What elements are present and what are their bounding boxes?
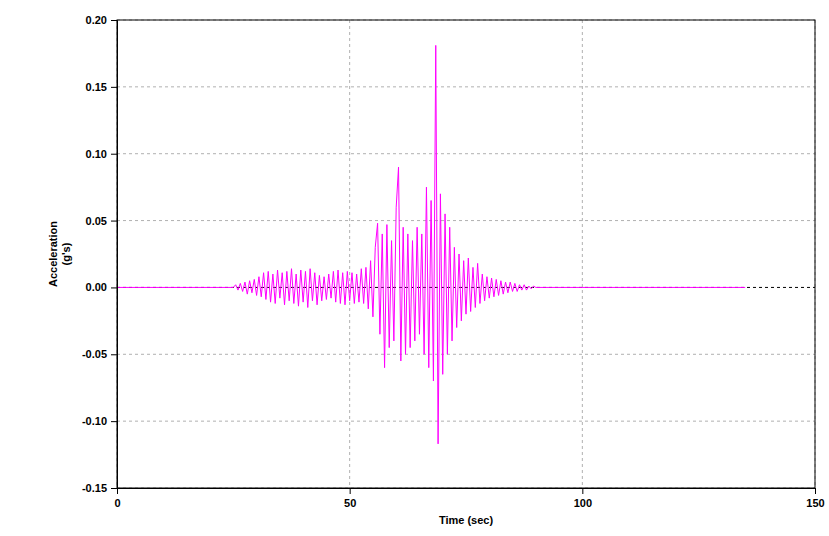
chart: 0 50 100 150 -0.15 -0.10 -0.05 0.00 0.05 0.10 0.15… — [0, 0, 829, 536]
y-axis-title-line: (g's) — [60, 242, 72, 265]
y-axis: -0.15 -0.10 -0.05 0.00 0.05 0.10 0.15 0.20 — [82, 14, 118, 494]
y-tick-label: 0.00 — [86, 281, 107, 293]
y-tick-label: -0.05 — [82, 348, 107, 360]
y-tick-label: 0.15 — [86, 81, 107, 93]
grid-line-x — [582, 20, 583, 488]
x-tick-mark — [350, 488, 351, 494]
x-tick-mark — [582, 488, 583, 494]
y-tick-label: -0.10 — [82, 415, 107, 427]
y-tick-label: 0.20 — [86, 14, 107, 26]
y-tick: 0.00 — [86, 281, 117, 293]
series-line — [117, 45, 745, 443]
x-tick-label: 50 — [344, 497, 356, 509]
y-tick: 0.15 — [86, 81, 117, 93]
y-tick-label: 0.05 — [86, 215, 107, 227]
x-tick: 100 — [574, 488, 592, 509]
x-tick: 150 — [806, 488, 824, 509]
x-axis: 0 50 100 150 — [114, 488, 824, 509]
x-tick-label: 0 — [114, 497, 120, 509]
y-tick: 0.10 — [86, 148, 117, 160]
y-tick-mark — [111, 421, 117, 422]
x-tick-mark — [815, 488, 816, 494]
x-axis-line — [118, 489, 816, 495]
y-tick: -0.05 — [82, 348, 117, 360]
x-tick: 50 — [344, 488, 356, 509]
grid-line-y — [117, 421, 815, 422]
y-axis-title: Acceleration(g's) — [47, 221, 72, 287]
y-tick-mark — [111, 87, 117, 88]
y-tick-mark — [111, 488, 117, 489]
y-tick-mark — [111, 20, 117, 21]
grid — [117, 20, 815, 488]
plot-area: 0 50 100 150 -0.15 -0.10 -0.05 0.00 0.05 0.10 0.15… — [82, 14, 825, 509]
y-tick-label: -0.15 — [82, 482, 107, 494]
y-tick-mark — [111, 354, 117, 355]
marks — [117, 45, 745, 443]
x-tick: 0 — [114, 488, 120, 509]
x-tick-label: 100 — [574, 497, 592, 509]
y-tick-mark — [111, 287, 117, 288]
grid-line-y — [117, 220, 815, 221]
y-tick: 0.05 — [86, 215, 117, 227]
y-tick-mark — [111, 154, 117, 155]
grid-line-y — [117, 354, 815, 355]
y-tick-mark — [111, 221, 117, 222]
x-axis-title: Time (sec) — [439, 514, 494, 526]
y-axis-line — [111, 21, 118, 489]
y-tick: -0.10 — [82, 415, 117, 427]
y-axis-title-line: Acceleration — [47, 221, 59, 287]
y-tick-label: 0.10 — [86, 148, 107, 160]
plot-frame — [117, 20, 815, 488]
y-tick: 0.20 — [86, 14, 117, 26]
x-tick-label: 150 — [806, 497, 824, 509]
grid-line-y — [117, 86, 815, 87]
grid-line-x — [349, 20, 350, 488]
y-tick: -0.15 — [82, 482, 117, 494]
grid-line-y — [117, 153, 815, 154]
